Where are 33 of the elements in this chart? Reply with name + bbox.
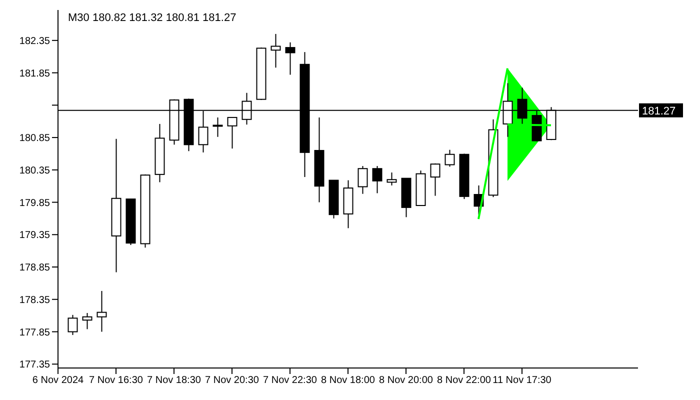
x-tick-label: 7 Nov 22:30 (263, 375, 318, 386)
x-tick-label: 6 Nov 2024 (32, 375, 84, 386)
x-tick-label: 8 Nov 22:00 (437, 375, 492, 386)
ref-line-label: 181.27 (642, 105, 676, 118)
x-tick-label: 7 Nov 20:30 (205, 375, 260, 386)
x-tick-label: 8 Nov 18:00 (321, 375, 376, 386)
y-tick-label: 181.85 (19, 68, 50, 80)
x-tick-label: 8 Nov 20:00 (379, 375, 434, 386)
candlestick (96, 290, 107, 332)
y-tick-label: 180.35 (19, 165, 50, 176)
candlestick (372, 166, 382, 194)
y-tick-label: 178.35 (19, 294, 50, 306)
y-tick-label: 177.35 (19, 360, 50, 371)
candlestick (358, 166, 368, 194)
candlestick (270, 33, 281, 68)
candlestick (68, 314, 78, 336)
candlestick (82, 312, 92, 330)
y-tick-label: 177.85 (19, 327, 50, 338)
x-tick-label: 7 Nov 18:30 (147, 375, 202, 386)
candlestick (285, 42, 296, 76)
y-tick-label: 182.35 (19, 36, 50, 47)
candlestick (227, 116, 238, 150)
candlestick (212, 116, 223, 138)
y-tick-label: 179.35 (19, 230, 50, 242)
y-tick-label: 179.85 (19, 198, 50, 209)
candlestick (386, 172, 397, 186)
x-tick-label: 11 Nov 17:30 (492, 375, 552, 386)
candlestick (444, 149, 455, 168)
chart-title: M30 180.82 181.32 180.81 181.27 (68, 12, 236, 24)
y-tick-label: 178.85 (19, 262, 50, 274)
x-tick-label: 7 Nov 16:30 (89, 375, 144, 386)
y-tick-label: 180.85 (19, 133, 50, 144)
candlestick (430, 162, 440, 196)
